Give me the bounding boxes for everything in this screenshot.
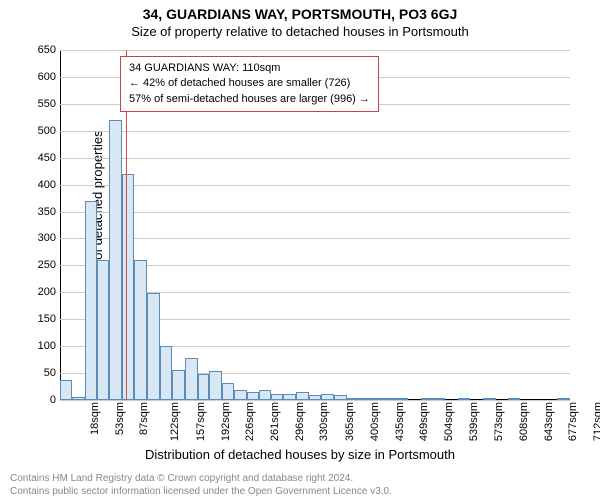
ytick-label: 50 xyxy=(26,367,56,379)
histogram-bar xyxy=(222,383,234,400)
info-box: 34 GUARDIANS WAY: 110sqm← 42% of detache… xyxy=(120,56,379,112)
histogram-bar xyxy=(60,380,72,400)
xtick-label: 504sqm xyxy=(443,402,455,441)
xtick-label: 296sqm xyxy=(294,402,306,441)
histogram-bar xyxy=(72,397,85,400)
grid-line xyxy=(60,238,570,239)
footer-line-2: Contains public sector information licen… xyxy=(10,485,590,498)
plot-area: 0501001502002503003504004505005506006501… xyxy=(60,50,570,400)
ytick-label: 100 xyxy=(26,340,56,352)
histogram-bar xyxy=(334,395,347,400)
grid-line xyxy=(60,131,570,132)
histogram-bar xyxy=(458,398,471,400)
histogram-bar xyxy=(557,398,570,400)
histogram-bar xyxy=(185,358,198,400)
xtick-label: 643sqm xyxy=(543,402,555,441)
histogram-bar xyxy=(147,293,159,400)
ytick-label: 300 xyxy=(26,232,56,244)
histogram-bar xyxy=(383,398,396,400)
xtick-label: 192sqm xyxy=(220,402,232,441)
histogram-bar xyxy=(396,398,408,400)
xtick-label: 122sqm xyxy=(170,402,182,441)
histogram-bar xyxy=(483,398,496,400)
grid-line xyxy=(60,158,570,159)
grid-line xyxy=(60,185,570,186)
xtick-label: 87sqm xyxy=(138,402,150,435)
histogram-bar xyxy=(321,394,333,400)
histogram-bar xyxy=(122,174,134,400)
histogram-bar xyxy=(109,120,122,400)
histogram-bar xyxy=(134,260,147,400)
xtick-label: 435sqm xyxy=(394,402,406,441)
ytick-label: 550 xyxy=(26,98,56,110)
histogram-bar xyxy=(259,390,271,400)
histogram-bar xyxy=(359,398,371,400)
ytick-label: 650 xyxy=(26,44,56,56)
xtick-label: 573sqm xyxy=(493,402,505,441)
chart-subtitle: Size of property relative to detached ho… xyxy=(0,22,600,39)
histogram-bar xyxy=(347,398,359,400)
histogram-bar xyxy=(97,260,109,400)
info-box-line: 34 GUARDIANS WAY: 110sqm xyxy=(129,61,370,76)
grid-line xyxy=(60,50,570,51)
histogram-bar xyxy=(296,392,308,400)
histogram-bar xyxy=(160,346,173,400)
footer-line-1: Contains HM Land Registry data © Crown c… xyxy=(10,472,590,485)
xtick-label: 400sqm xyxy=(369,402,381,441)
histogram-bar xyxy=(209,371,222,400)
xtick-label: 53sqm xyxy=(114,402,126,435)
info-box-line: ← 42% of detached houses are smaller (72… xyxy=(129,76,370,91)
ytick-label: 450 xyxy=(26,152,56,164)
grid-line xyxy=(60,212,570,213)
ytick-label: 500 xyxy=(26,125,56,137)
histogram-bar xyxy=(508,398,520,400)
histogram-bar xyxy=(309,395,322,400)
footer-attribution: Contains HM Land Registry data © Crown c… xyxy=(10,472,590,498)
histogram-bar xyxy=(283,394,296,400)
ytick-label: 200 xyxy=(26,286,56,298)
histogram-bar xyxy=(172,370,184,400)
xtick-label: 712sqm xyxy=(592,402,600,441)
chart-container: { "title": "34, GUARDIANS WAY, PORTSMOUT… xyxy=(0,0,600,500)
xtick-label: 330sqm xyxy=(319,402,331,441)
ytick-label: 150 xyxy=(26,313,56,325)
x-axis-label: Distribution of detached houses by size … xyxy=(0,447,600,462)
xtick-label: 226sqm xyxy=(244,402,256,441)
histogram-bar xyxy=(371,398,383,400)
histogram-bar xyxy=(85,201,97,400)
xtick-label: 157sqm xyxy=(195,402,207,441)
xtick-label: 469sqm xyxy=(418,402,430,441)
histogram-bar xyxy=(234,390,247,400)
ytick-label: 350 xyxy=(26,206,56,218)
histogram-bar xyxy=(198,374,209,400)
xtick-label: 18sqm xyxy=(89,402,101,435)
xtick-label: 261sqm xyxy=(269,402,281,441)
histogram-bar xyxy=(421,398,433,400)
ytick-label: 600 xyxy=(26,71,56,83)
histogram-bar xyxy=(271,394,283,400)
y-axis-line xyxy=(60,50,61,400)
xtick-label: 677sqm xyxy=(567,402,579,441)
chart-title: 34, GUARDIANS WAY, PORTSMOUTH, PO3 6GJ xyxy=(0,0,600,22)
info-box-line: 57% of semi-detached houses are larger (… xyxy=(129,92,370,107)
ytick-label: 0 xyxy=(26,394,56,406)
grid-line xyxy=(60,400,570,401)
histogram-bar xyxy=(433,398,445,400)
xtick-label: 365sqm xyxy=(344,402,356,441)
histogram-bar xyxy=(247,392,259,400)
xtick-label: 539sqm xyxy=(468,402,480,441)
ytick-label: 250 xyxy=(26,259,56,271)
ytick-label: 400 xyxy=(26,179,56,191)
xtick-label: 608sqm xyxy=(518,402,530,441)
